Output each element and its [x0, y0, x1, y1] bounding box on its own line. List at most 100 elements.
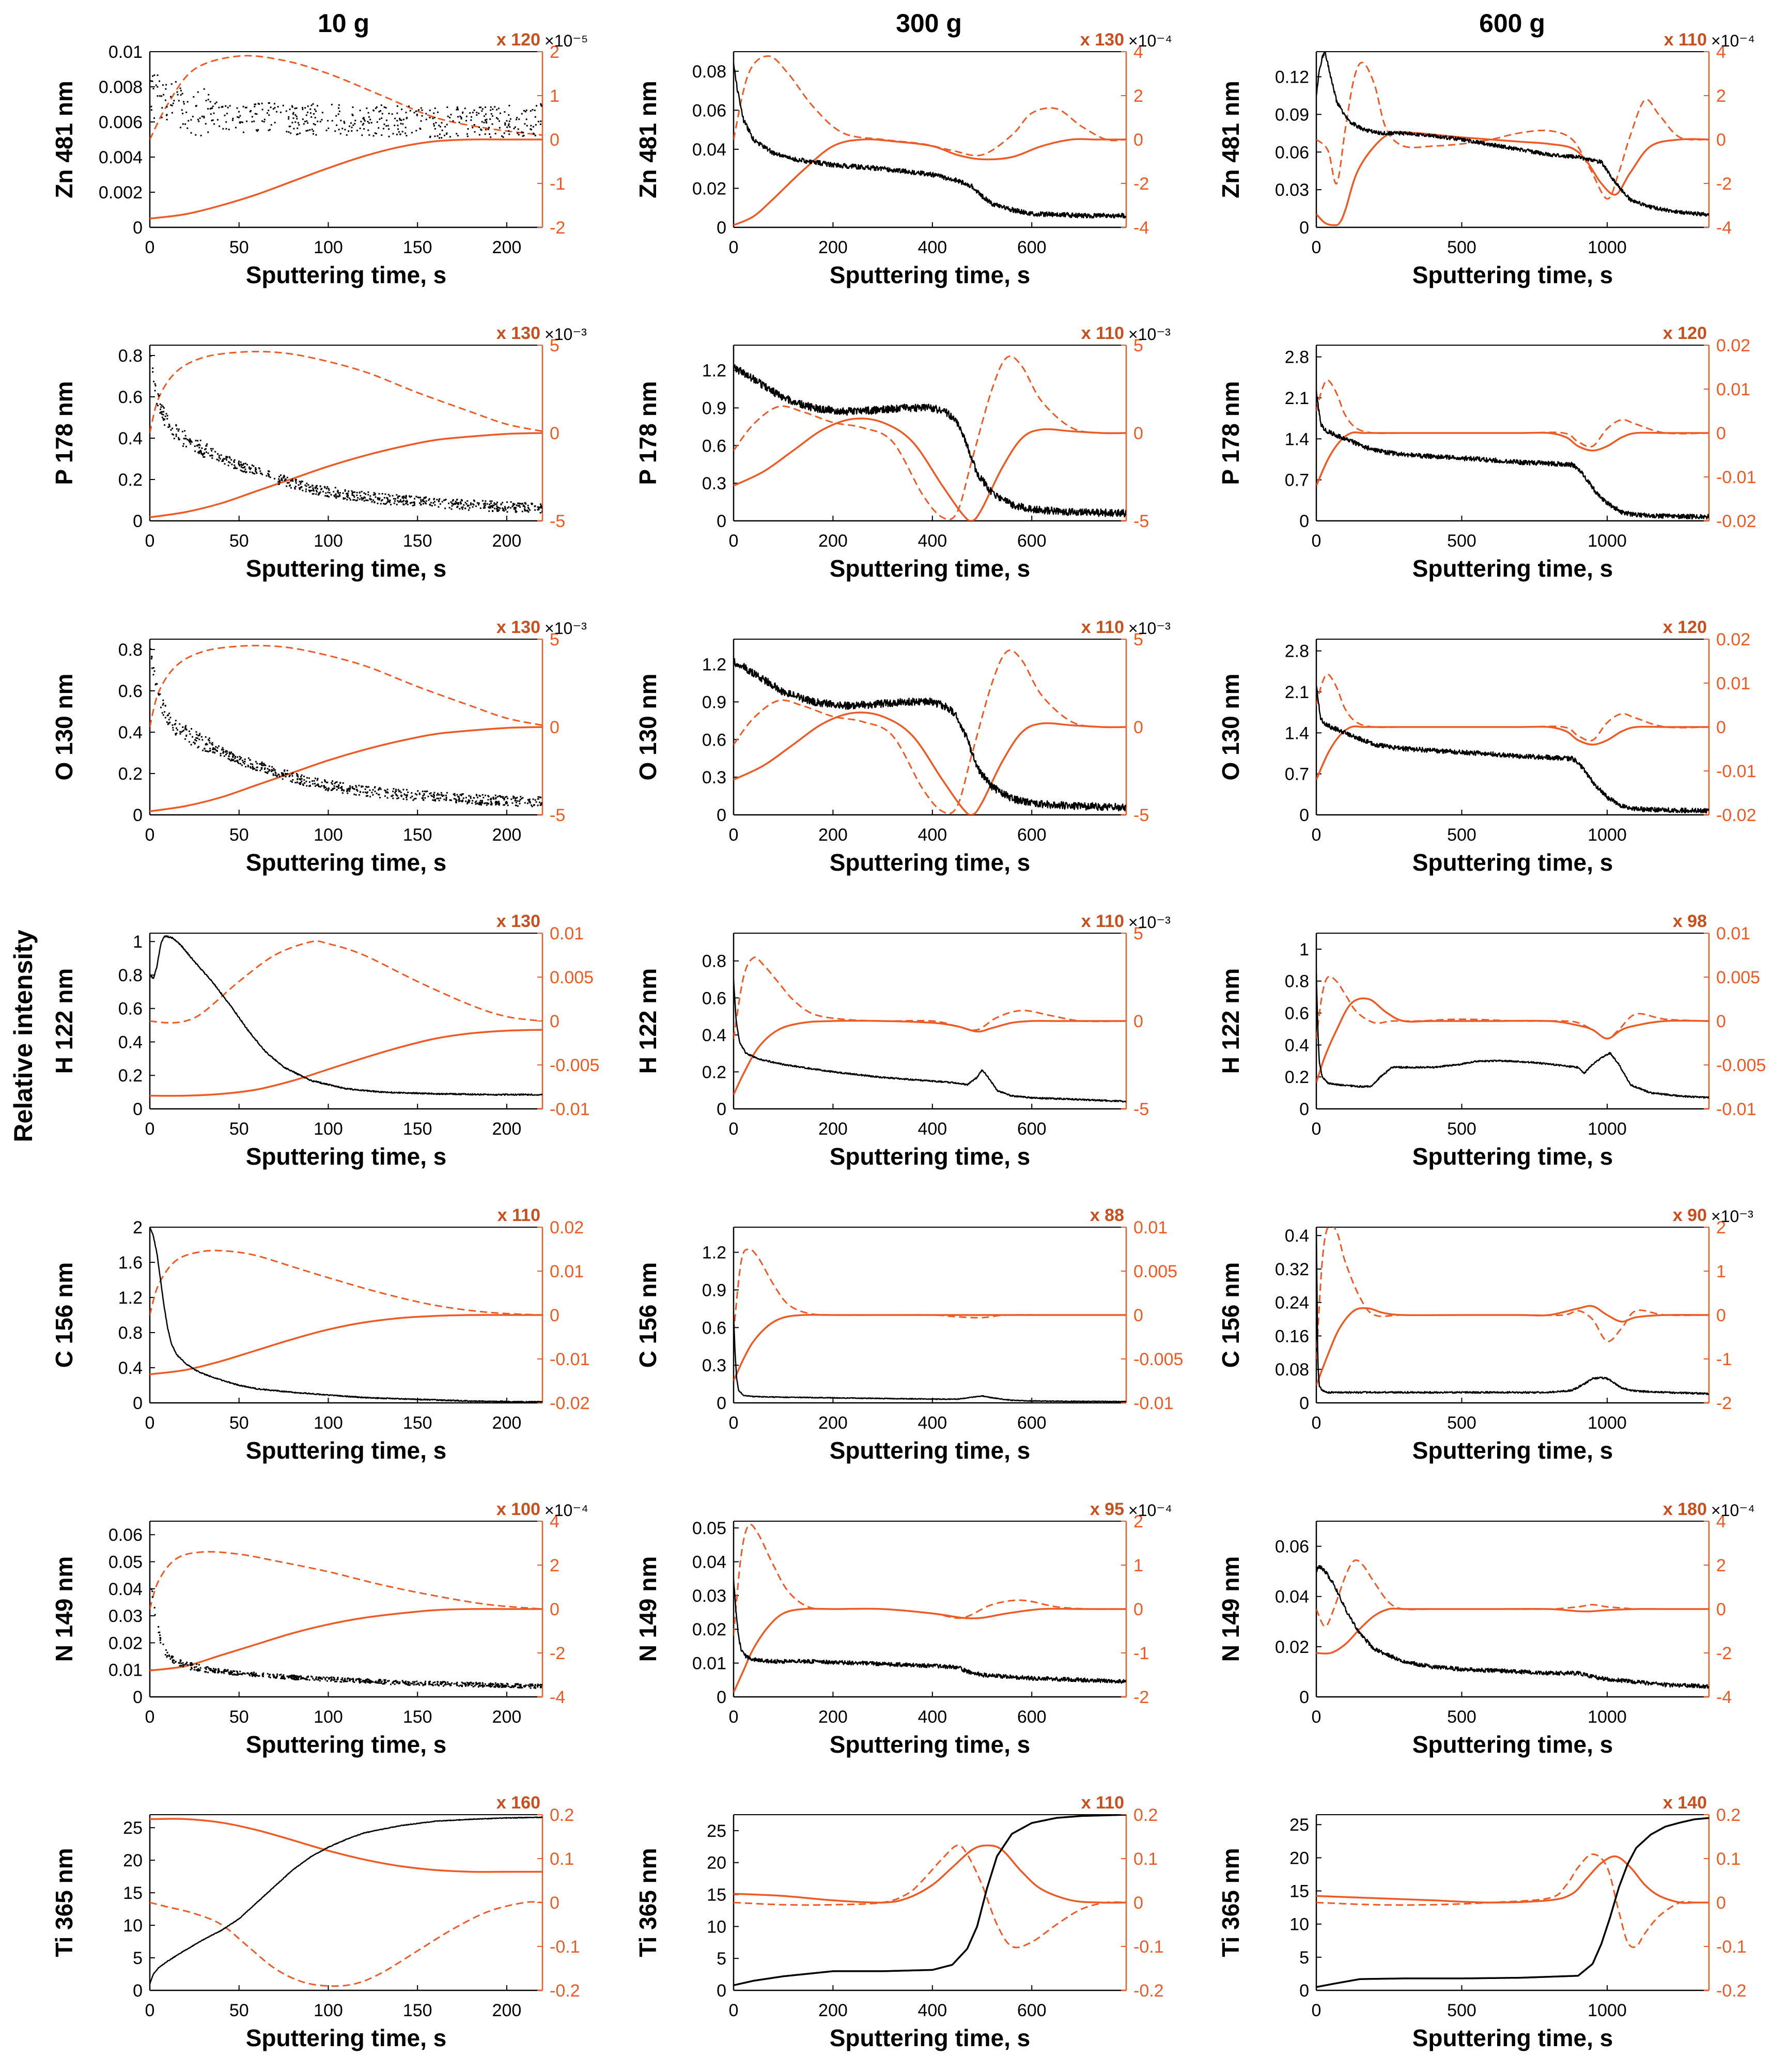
smoothed-profile-line — [734, 1019, 1126, 1095]
x-tick-label: 600 — [1017, 1119, 1047, 1139]
y-tick-label: 0 — [717, 1688, 726, 1707]
y2-tick-label: 4 — [1133, 42, 1143, 62]
y-tick-label: 0.8 — [118, 966, 143, 985]
y-tick-label: 0.01 — [108, 1661, 143, 1680]
y-tick-label: 0.01 — [692, 1654, 726, 1674]
y-axis-label: Zn 481 nm — [1217, 81, 1244, 198]
multiplier-label: x 110 — [1081, 911, 1124, 931]
x-tick-label: 0 — [145, 1707, 155, 1727]
y-tick-label: 0.02 — [692, 179, 726, 198]
x-tick-label: 0 — [729, 1707, 739, 1727]
multiplier-label: x 110 — [1081, 323, 1124, 343]
derivative-dashed-line — [734, 355, 1126, 520]
y-axis-label: H 122 nm — [51, 968, 77, 1074]
x-tick-label: 200 — [492, 1119, 522, 1139]
x-tick-label: 0 — [729, 2001, 739, 2020]
y2-tick-label: 0 — [1716, 424, 1726, 443]
x-tick-label: 400 — [918, 531, 947, 551]
x-axis-label: Sputtering time, s — [1412, 2024, 1613, 2051]
x-tick-label: 0 — [1312, 1707, 1321, 1727]
y2-tick-label: 0 — [1133, 1012, 1143, 1031]
multiplier-label: x 110 — [1081, 617, 1124, 637]
derivative-dashed-line — [150, 644, 542, 728]
y-tick-label: 1.4 — [1285, 429, 1309, 449]
y-tick-label: 0.04 — [1275, 1587, 1309, 1607]
multiplier-label: x 130 — [496, 617, 540, 637]
y-tick-label: 0 — [717, 1981, 726, 2001]
derivative-dashed-line — [150, 1901, 542, 1987]
y2-tick-label: 0.01 — [550, 1262, 584, 1281]
plot-area — [734, 649, 1126, 815]
y-tick-label: 0.03 — [108, 1606, 143, 1626]
x-tick-label: 500 — [1447, 1413, 1476, 1433]
axis-exponent-label: ×10⁻⁴ — [1711, 1501, 1755, 1520]
y-tick-label: 1.4 — [1285, 723, 1309, 743]
y-tick-label: 15 — [123, 1883, 143, 1903]
multiplier-label: x 120 — [1663, 323, 1707, 343]
multiplier-label: x 88 — [1090, 1205, 1124, 1225]
y-tick-label: 0.6 — [702, 730, 726, 750]
x-tick-label: 1000 — [1588, 825, 1627, 845]
y2-tick-label: -4 — [1716, 218, 1732, 238]
multiplier-label: x 120 — [1663, 617, 1707, 637]
y-tick-label: 10 — [1289, 1915, 1309, 1935]
y-tick-label: 0.8 — [1285, 972, 1309, 992]
y-axis-label: O 130 nm — [51, 673, 77, 780]
y-tick-label: 0.8 — [702, 952, 726, 971]
y2-tick-label: 0 — [1716, 1893, 1726, 1913]
y-tick-label: 0 — [1299, 218, 1309, 238]
intensity-profile-line — [1316, 52, 1709, 217]
derivative-dashed-line — [734, 1844, 1126, 1949]
x-tick-label: 100 — [314, 1119, 343, 1139]
x-tick-label: 0 — [145, 2001, 155, 2020]
x-tick-label: 100 — [314, 1413, 343, 1433]
panel-r4-c0: 0 50 100 150 200 Sputtering time, s 0 0.4 0.8 1.2… — [51, 1205, 590, 1464]
panel-r2-c2: 0 500 1000 Sputtering time, s 0 0.7 1.4 2.1 2.8 O… — [1217, 617, 1756, 876]
y2-tick-label: 5 — [550, 630, 559, 650]
smoothed-profile-line — [1316, 997, 1709, 1083]
y-tick-label: 0.08 — [692, 62, 726, 82]
y2-tick-label: 5 — [1133, 630, 1143, 650]
y2-tick-label: -0.2 — [1133, 1981, 1164, 2001]
y2-tick-label: 2 — [1716, 1218, 1726, 1238]
axis-exponent-label: ×10⁻⁵ — [545, 32, 588, 50]
y-axis-label: C 156 nm — [1217, 1262, 1244, 1368]
y-axis-label: Ti 365 nm — [51, 1848, 77, 1957]
y2-tick-label: -5 — [1133, 806, 1149, 825]
derivative-dashed-line — [734, 55, 1126, 157]
y-tick-label: 0 — [1299, 806, 1309, 825]
axis-exponent-label: ×10⁻³ — [545, 325, 587, 344]
y-tick-label: 0.4 — [1285, 1035, 1309, 1055]
y-axis-label: N 149 nm — [634, 1556, 661, 1662]
plot-area — [1316, 1817, 1709, 1988]
y-tick-label: 0.04 — [692, 1552, 726, 1572]
column-title-600g: 600 g — [1479, 9, 1545, 38]
y-tick-label: 0.8 — [118, 640, 143, 660]
axis-exponent-label: ×10⁻³ — [1128, 619, 1171, 638]
x-tick-label: 150 — [403, 1413, 432, 1433]
x-axis-label: Sputtering time, s — [830, 1437, 1030, 1464]
smoothed-profile-line — [734, 712, 1126, 815]
y2-tick-label: -5 — [1133, 512, 1149, 531]
y-tick-label: 0.12 — [1275, 68, 1309, 87]
multiplier-label: x 110 — [1081, 1793, 1124, 1813]
x-tick-label: 600 — [1017, 2001, 1047, 2020]
y2-tick-label: -0.02 — [1716, 806, 1756, 825]
y-axis-label: P 178 nm — [1217, 381, 1244, 485]
axis-exponent-label: ×10⁻⁴ — [545, 1501, 588, 1520]
smoothed-profile-line — [150, 1029, 542, 1097]
y-axis-label: O 130 nm — [634, 673, 661, 780]
x-axis-label: Sputtering time, s — [830, 2024, 1030, 2051]
y2-tick-label: 0.2 — [1716, 1805, 1740, 1825]
y2-tick-label: 4 — [1716, 42, 1726, 62]
multiplier-label: x 160 — [496, 1793, 540, 1813]
y-tick-label: 0.06 — [1275, 143, 1309, 162]
y-tick-label: 0.02 — [1275, 1637, 1309, 1657]
y2-tick-label: 5 — [1133, 336, 1143, 355]
x-tick-label: 0 — [729, 825, 739, 845]
x-tick-label: 500 — [1447, 238, 1476, 257]
y-tick-label: 0 — [717, 512, 726, 531]
y-axis-label: O 130 nm — [1217, 673, 1244, 780]
